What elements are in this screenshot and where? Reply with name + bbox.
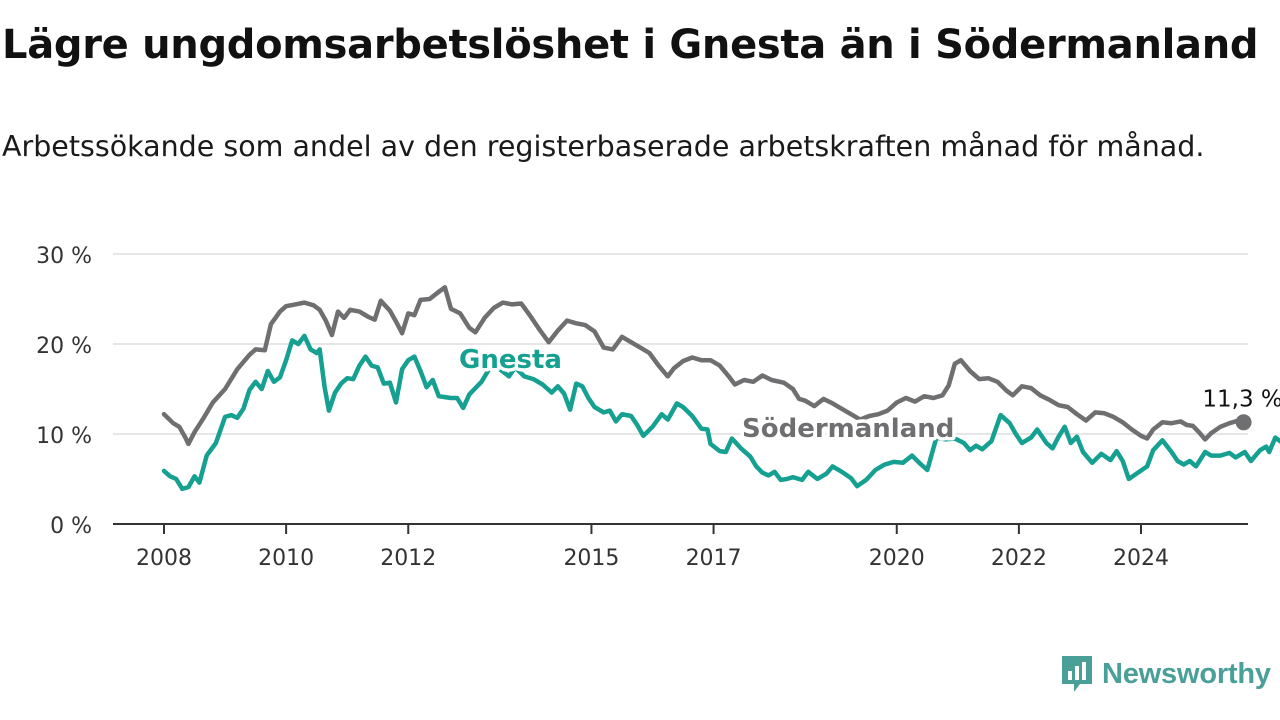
x-tick-label: 2024: [1113, 546, 1169, 571]
y-tick-label: 0 %: [50, 514, 92, 539]
x-tick-label: 2012: [380, 546, 436, 571]
y-tick-label: 30 %: [36, 244, 92, 269]
series-label-sodermanland: Södermanland: [742, 414, 954, 444]
y-tick-label: 10 %: [36, 424, 92, 449]
logo-text: Newsworthy: [1102, 657, 1271, 690]
x-tick-label: 2022: [991, 546, 1047, 571]
series-label-gnesta: Gnesta: [459, 345, 562, 375]
x-tick-label: 2008: [136, 546, 192, 571]
newsworthy-logo: Newsworthy: [1060, 654, 1271, 694]
x-tick-label: 2010: [258, 546, 314, 571]
x-tick-label: 2020: [869, 546, 925, 571]
x-tick-label: 2015: [563, 546, 619, 571]
end-label-sodermanland: 11,3 %: [1202, 386, 1280, 412]
x-tick-label: 2017: [686, 546, 742, 571]
series-line-gnesta: [161, 333, 1280, 492]
newsworthy-logo-icon: [1062, 656, 1092, 692]
series-line-södermanland: [161, 285, 1246, 447]
chart-subtitle: Arbetssökande som andel av den registerb…: [2, 130, 1205, 163]
end-point-södermanland: [1235, 414, 1252, 431]
chart-title: Lägre ungdomsarbetslöshet i Gnesta än i …: [2, 22, 1259, 68]
y-tick-label: 20 %: [36, 334, 92, 359]
